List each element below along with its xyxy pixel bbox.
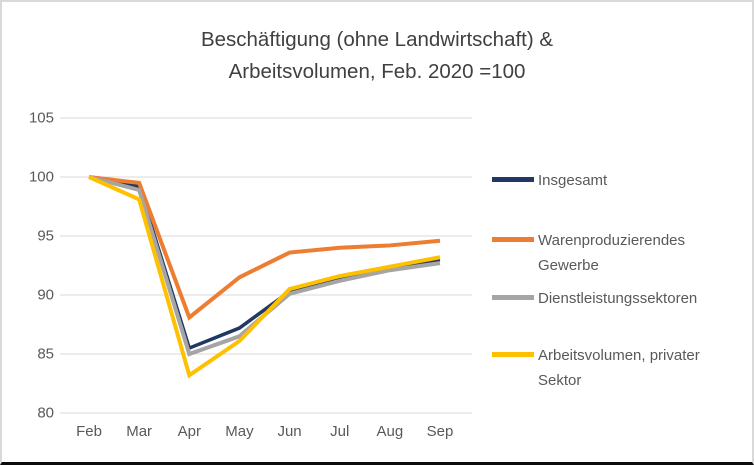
legend-label: Arbeitsvolumen, privater Sektor [538,347,700,389]
chart-title: Beschäftigung (ohne Landwirtschaft) & Ar… [2,24,752,88]
series-line-3 [88,175,441,379]
legend-item-0: Insgesamt [492,168,738,193]
x-tick-label-apr: Apr [177,423,201,440]
legend-label: Insgesamt [538,172,608,189]
x-tick-label-feb: Feb [76,423,102,440]
x-tick-label-mar: Mar [126,423,153,440]
x-tick-label-jun: Jun [277,423,302,440]
legend-line-swatch [492,237,534,242]
legend-label: Dienstleistungssektoren [538,290,698,307]
legend-label: Warenproduzierendes Gewerbe [538,232,686,274]
chart-title-line-2: Arbeitsvolumen, Feb. 2020 =100 [228,60,526,83]
y-tick-label-95: 95 [37,227,54,245]
legend-line-swatch [492,352,534,357]
legend-item-1: Warenproduzierendes Gewerbe [492,228,738,278]
legend-line-swatch [492,295,534,300]
y-tick-label-80: 80 [37,404,54,422]
y-tick-label-100: 100 [28,168,54,186]
x-tick-label-sep: Sep [426,423,454,440]
y-tick-label-90: 90 [37,286,54,304]
x-tick-label-may: May [225,423,254,440]
series-line-1 [88,175,441,321]
x-tick-label-jul: Jul [330,423,350,440]
chart-title-line-1: Beschäftigung (ohne Landwirtschaft) & [200,28,554,51]
legend-item-3: Arbeitsvolumen, privater Sektor [492,343,738,393]
y-tick-label-105: 105 [28,109,54,127]
y-tick-label-85: 85 [37,345,54,363]
x-tick-label-aug: Aug [376,423,404,440]
legend-line-swatch [492,177,534,182]
legend-item-2: Dienstleistungssektoren [492,286,738,311]
